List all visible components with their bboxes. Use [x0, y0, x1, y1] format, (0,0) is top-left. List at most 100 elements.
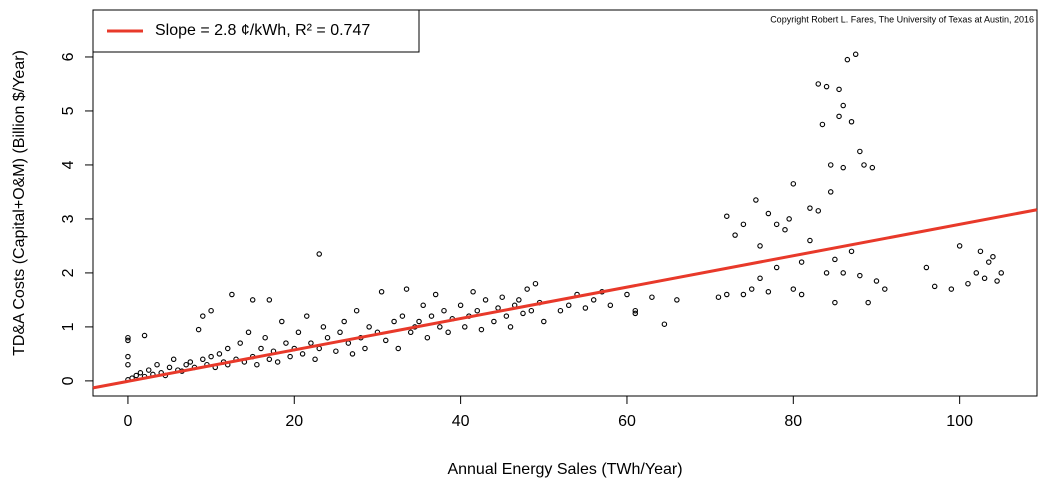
point [790, 286, 797, 292]
point [823, 83, 830, 90]
point [145, 367, 152, 373]
point [836, 86, 842, 93]
point [445, 329, 451, 336]
point [254, 361, 260, 368]
point [345, 340, 352, 346]
point [557, 307, 564, 314]
point [590, 297, 597, 303]
point [520, 310, 526, 317]
point [474, 307, 481, 314]
point [757, 275, 763, 282]
point [200, 313, 206, 319]
point [320, 324, 327, 330]
point [582, 305, 589, 311]
point [715, 294, 722, 300]
point [216, 351, 223, 357]
point [457, 302, 464, 309]
point [565, 302, 572, 309]
y-tick-label: 5 [60, 106, 77, 115]
point [262, 334, 268, 341]
point [973, 270, 980, 276]
point [495, 305, 501, 311]
point [836, 113, 842, 120]
point [956, 243, 963, 249]
y-axis-label: TD&A Costs (Capital+O&M) (Billion $/Year… [11, 50, 28, 356]
point [362, 345, 368, 352]
point [674, 297, 680, 303]
point [524, 286, 530, 292]
point [187, 359, 194, 365]
legend-box [92, 9, 420, 53]
point [528, 307, 535, 314]
point [857, 272, 863, 279]
point [840, 102, 846, 109]
point [316, 251, 322, 257]
point [437, 324, 443, 330]
point [274, 359, 281, 365]
point [632, 307, 639, 314]
point [407, 329, 414, 336]
point [807, 237, 813, 244]
y-tick-label: 3 [60, 214, 77, 223]
point [607, 302, 614, 309]
point [420, 302, 426, 309]
plot-frame [92, 9, 1038, 397]
point [832, 256, 838, 263]
point [869, 164, 876, 171]
point [491, 318, 497, 325]
point [183, 361, 189, 368]
point [308, 340, 314, 346]
point [790, 181, 797, 187]
point [295, 329, 302, 336]
point [478, 326, 485, 333]
point [399, 313, 406, 319]
y-tick-label: 1 [60, 322, 77, 331]
point [395, 345, 401, 352]
point [391, 318, 397, 325]
point [827, 189, 834, 195]
point [724, 291, 730, 298]
point [428, 313, 435, 319]
point [424, 334, 431, 341]
fit-line [92, 208, 1038, 390]
point [125, 361, 131, 368]
point [782, 226, 788, 233]
point [844, 56, 851, 63]
point [337, 329, 343, 336]
point [773, 264, 780, 271]
point [977, 248, 984, 255]
point [965, 280, 971, 287]
point [832, 299, 838, 306]
point [324, 334, 331, 341]
point [166, 364, 173, 371]
point [624, 291, 630, 298]
point [470, 289, 476, 295]
point [266, 356, 273, 363]
point [229, 291, 235, 298]
x-tick-label: 80 [784, 413, 802, 430]
point [249, 297, 256, 303]
point [441, 307, 447, 314]
point [245, 329, 252, 336]
point [403, 286, 410, 292]
point [732, 232, 738, 238]
point [137, 370, 144, 376]
point [383, 337, 389, 344]
point [948, 286, 955, 292]
point [873, 278, 880, 284]
point [224, 345, 231, 352]
point [986, 259, 992, 265]
point [125, 334, 131, 341]
point [848, 119, 855, 125]
point [125, 337, 131, 344]
point [237, 340, 243, 346]
point [649, 294, 655, 300]
point [882, 286, 888, 292]
point [740, 291, 747, 298]
point [998, 270, 1004, 276]
x-tick-label: 40 [452, 413, 470, 430]
point [353, 307, 360, 314]
point [865, 299, 871, 306]
